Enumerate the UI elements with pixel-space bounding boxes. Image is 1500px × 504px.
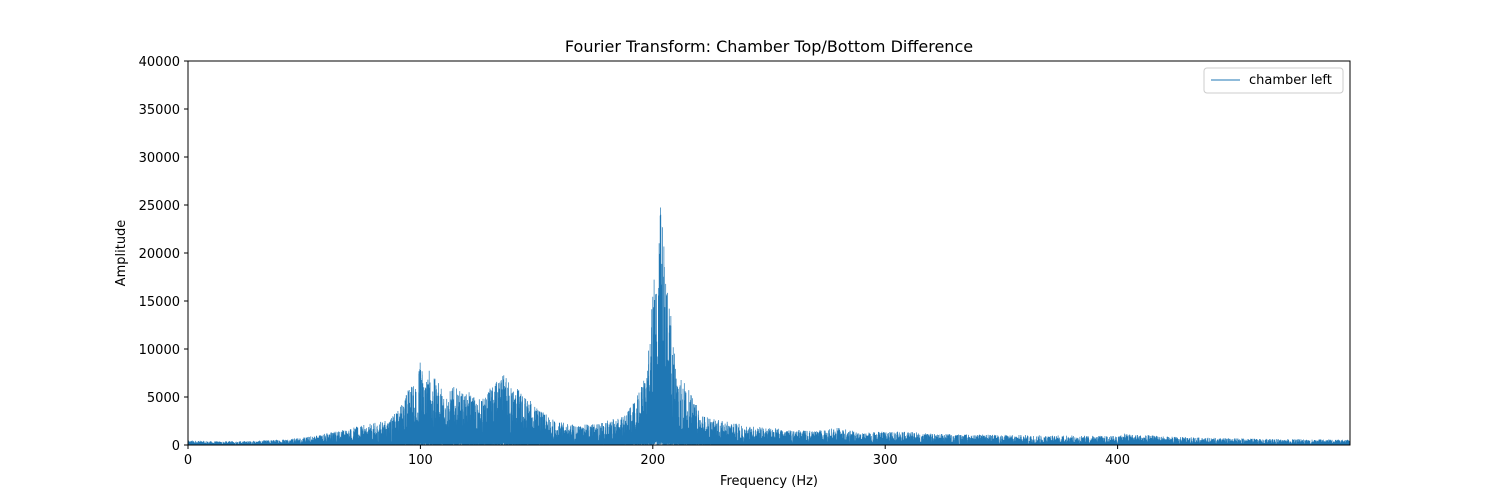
- y-tick-label: 30000: [139, 151, 180, 166]
- x-tick-label: 100: [408, 453, 433, 468]
- x-axis-label: Frequency (Hz): [720, 474, 818, 489]
- chart-title: Fourier Transform: Chamber Top/Bottom Di…: [565, 37, 973, 56]
- legend: chamber left: [1203, 67, 1344, 94]
- series-layer: [188, 207, 1350, 445]
- legend-label: chamber left: [1249, 73, 1332, 88]
- y-tick-label: 10000: [139, 343, 180, 358]
- x-tick-label: 300: [873, 453, 898, 468]
- x-tick-label: 400: [1105, 453, 1130, 468]
- y-tick-label: 25000: [139, 199, 180, 214]
- y-axis-label: Amplitude: [114, 220, 129, 287]
- y-tick-label: 15000: [139, 295, 180, 310]
- plot-area: [188, 61, 1350, 445]
- x-tick-label: 0: [184, 453, 192, 468]
- y-tick-label: 5000: [147, 391, 180, 406]
- y-tick-label: 20000: [139, 247, 180, 262]
- y-tick-label: 35000: [139, 103, 180, 118]
- x-tick-label: 200: [640, 453, 665, 468]
- y-tick-label: 40000: [139, 55, 180, 70]
- series-line-chamber-left: [188, 207, 1350, 445]
- y-axis-ticks: 0 5000 10000 15000 20000 25000 30000 35000 40000: [139, 55, 188, 454]
- x-axis-ticks: 0 100 200 300 400: [184, 445, 1130, 468]
- y-tick-label: 0: [172, 439, 180, 454]
- legend-box: [1203, 67, 1344, 94]
